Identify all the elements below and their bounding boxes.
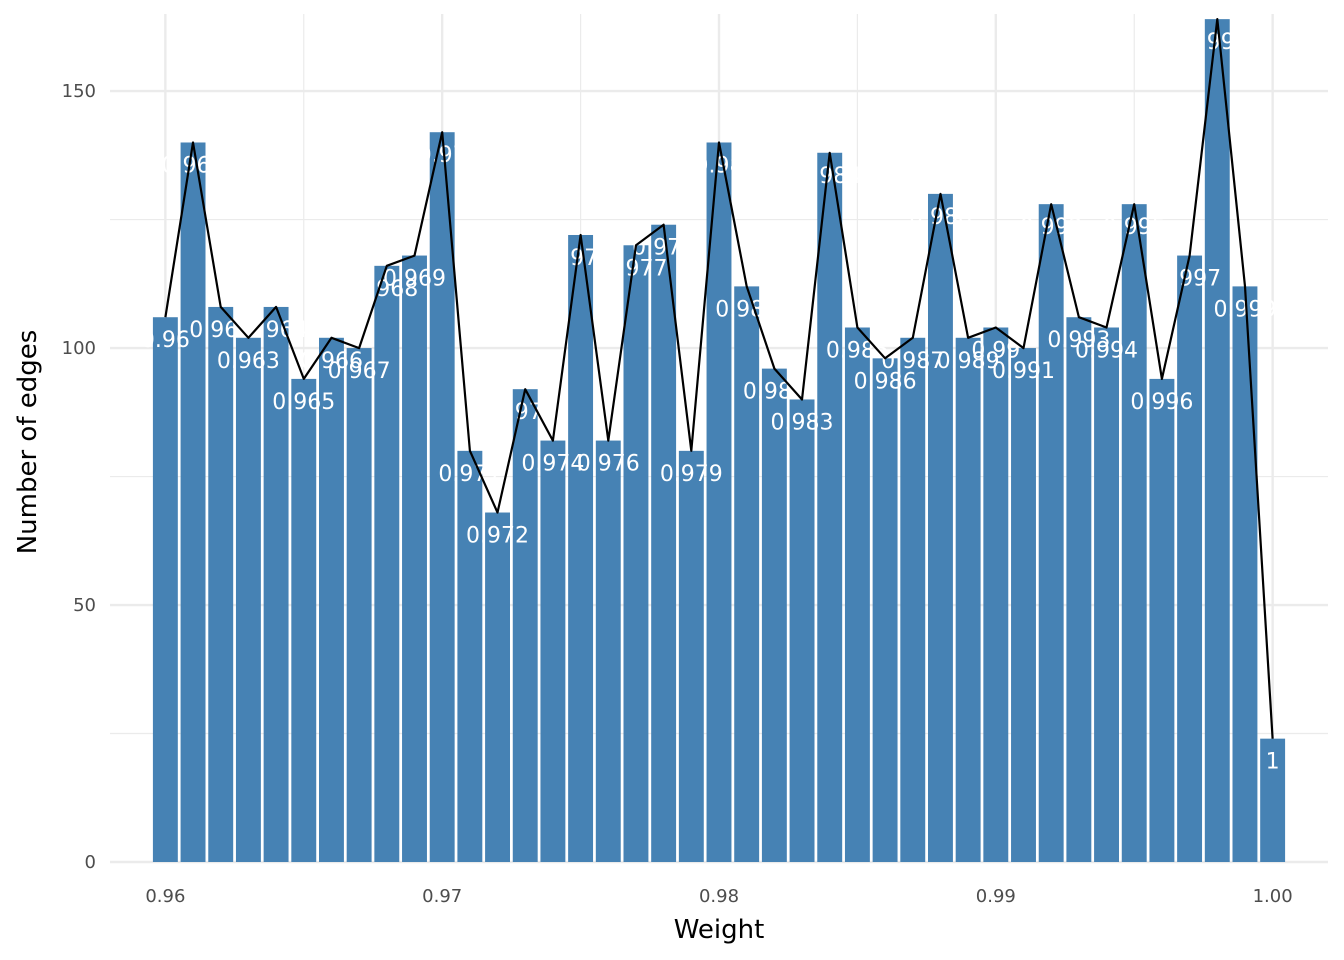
bar (1066, 317, 1092, 862)
bar-value-label: 0.96 (141, 328, 190, 353)
bar-value-label: 0.997 (1158, 267, 1221, 292)
bar (623, 245, 649, 863)
bar (872, 358, 898, 862)
bar-value-label: 0.976 (577, 452, 640, 477)
bar (1204, 19, 1230, 862)
y-tick-label: 150 (62, 81, 96, 102)
bar (540, 440, 566, 862)
bar-value-label: 0.998 (1186, 30, 1249, 55)
bar-value-label: 0.991 (992, 359, 1055, 384)
bar-value-label: 0.996 (1130, 390, 1193, 415)
bar-value-label: 0.977 (604, 256, 667, 281)
bar (651, 224, 677, 862)
bar (761, 368, 787, 862)
bar-value-label: 0.965 (272, 390, 335, 415)
bar-value-label: 0.98 (695, 153, 744, 178)
bar-value-label: 0.975 (549, 246, 612, 271)
y-tick-labels: 0 50 100 150 (62, 81, 96, 873)
bar-value-label: 0.97 (418, 143, 467, 168)
bar (595, 440, 621, 862)
bar (346, 348, 372, 862)
x-tick-label: 0.98 (699, 886, 739, 907)
bar-value-label: 0.969 (383, 267, 446, 292)
bar-value-label: 0.99 (971, 339, 1020, 364)
bar-value-label: 0.993 (1047, 328, 1110, 353)
x-tick-label: 1.00 (1253, 886, 1293, 907)
bar-value-label: 0.973 (494, 400, 557, 425)
bar-value-label: 0.989 (937, 349, 1000, 374)
bar (789, 399, 815, 862)
bar (955, 337, 981, 862)
bar (318, 337, 344, 862)
bar-value-label: 0.987 (881, 349, 944, 374)
x-tick-label: 0.99 (976, 886, 1016, 907)
bar (512, 389, 538, 862)
bar (1094, 327, 1120, 862)
bar (568, 234, 594, 862)
bar (291, 378, 317, 862)
y-tick-label: 50 (73, 595, 96, 616)
bar (1232, 286, 1258, 862)
bar (1038, 204, 1064, 862)
bar (706, 142, 732, 862)
bar (235, 337, 261, 862)
bar-value-label: 0.994 (1075, 339, 1138, 364)
bar-value-label: 0.967 (328, 359, 391, 384)
y-tick-label: 100 (62, 338, 96, 359)
x-tick-label: 0.97 (422, 886, 462, 907)
bar-value-label: 0.963 (217, 349, 280, 374)
bar-labels: 0.960.9610.9620.9630.9640.9650.9660.9670… (141, 30, 1280, 775)
x-axis-title: Weight (674, 915, 765, 945)
y-axis-title: Number of edges (13, 330, 43, 555)
bar-value-label: 0.972 (466, 524, 529, 549)
bar-value-label: 0.974 (521, 452, 584, 477)
bar (817, 152, 843, 862)
bar (1011, 348, 1036, 862)
bar-value-label: 0.992 (1020, 215, 1083, 240)
bar-value-label: 0.961 (162, 153, 225, 178)
bar (374, 265, 400, 862)
bar (1260, 738, 1286, 862)
bar (429, 132, 455, 862)
bar (485, 512, 511, 862)
bar-value-label: 0.981 (715, 297, 778, 322)
bar (180, 142, 206, 862)
bar-value-label: 0.968 (355, 277, 418, 302)
bar (1149, 378, 1175, 862)
bar-value-label: 0.995 (1103, 215, 1166, 240)
bar-value-label: 1 (1266, 750, 1280, 775)
bar-value-label: 0.986 (854, 369, 917, 394)
trend-line-group (164, 18, 1274, 739)
bar-value-label: 0.984 (798, 164, 861, 189)
bar (734, 286, 760, 862)
bar-value-label: 0.978 (632, 236, 695, 261)
bar (457, 450, 483, 862)
trend-line (164, 18, 1274, 739)
bar (900, 337, 926, 862)
bar (208, 306, 234, 863)
x-tick-label: 0.96 (145, 886, 185, 907)
y-tick-label: 0 (85, 852, 96, 873)
bar (678, 450, 704, 862)
bar (402, 255, 427, 862)
bars (152, 19, 1286, 863)
bar (844, 327, 870, 862)
bar (152, 317, 178, 862)
bar-value-label: 0.979 (660, 462, 723, 487)
bar (1121, 204, 1147, 862)
bar-value-label: 0.971 (438, 462, 501, 487)
x-tick-labels: 0.96 0.97 0.98 0.99 1.00 (145, 886, 1292, 907)
bar (1177, 255, 1203, 862)
bar-value-label: 0.983 (771, 410, 834, 435)
bar-value-label: 0.988 (909, 205, 972, 230)
bar (983, 327, 1009, 862)
bar (263, 306, 289, 863)
bar (927, 193, 953, 862)
